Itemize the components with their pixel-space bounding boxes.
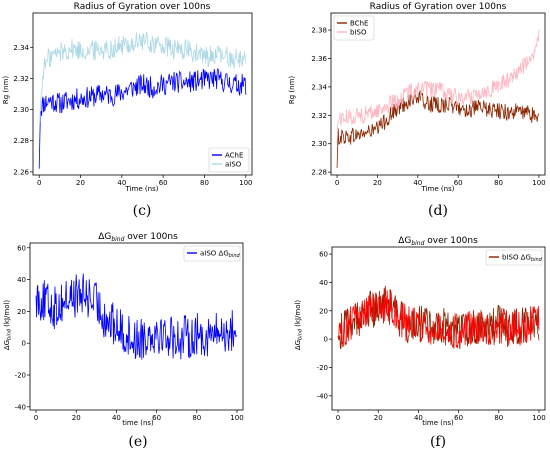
panel-f-title: ΔGbind over 100ns (398, 236, 478, 247)
panel-f-legend-label: bISO ΔGbind (502, 254, 543, 264)
panel-c-x-tick-label: 100 (239, 179, 252, 187)
panel-f-x-tick-label: 20 (374, 414, 383, 422)
panel-d-y-axis-label: Rg (nm) (288, 76, 296, 105)
panel-e-x-tick-label: 0 (34, 414, 38, 422)
panel-c-series-aiso-line (38, 31, 247, 126)
panel-f-x-tick-label: 80 (494, 414, 503, 422)
panel-f-x-tick-label: 0 (336, 414, 340, 422)
panel-f-series-overlay-1-line (337, 287, 540, 349)
panel-c-title: Radius of Gyration over 100ns (74, 2, 211, 12)
panel-d-x-tick-label: 60 (454, 179, 463, 187)
panel-d: Radius of Gyration over 100ns 0 20 40 60 80 1… (288, 2, 546, 219)
panel-c-y-tick-label: 2.26 (13, 168, 29, 176)
panel-f-x-tick-label: 100 (532, 414, 545, 422)
panel-c-x-tick-label: 40 (117, 179, 126, 187)
panel-e-y-tick-label: -40 (15, 403, 26, 411)
panel-e-x-tick-label: 40 (112, 414, 121, 422)
panel-c-legend-label: aISO (225, 161, 242, 169)
panel-c-legend-box (208, 147, 250, 173)
panel-e-y-tick-label: 0 (22, 340, 26, 348)
panel-f-x-tick-label: 60 (454, 414, 463, 422)
panel-d-y-tick-label: 2.38 (311, 27, 327, 35)
panel-d-x-tick-label: 100 (532, 179, 545, 187)
panel-c-legend-label: AChE (225, 152, 243, 160)
panel-f-y-tick-label: 60 (319, 251, 328, 259)
panel-f-y-tick-label: -20 (317, 364, 328, 372)
panel-c-x-tick-label: 0 (37, 179, 41, 187)
panel-f-y-tick-label: 40 (319, 279, 328, 287)
panel-d-y-tick-label: 2.30 (311, 140, 327, 148)
panel-e-letter: (e) (128, 434, 147, 450)
panel-c-x-tick-label: 20 (76, 179, 85, 187)
panel-c-y-axis-label: Rg (nm) (2, 76, 10, 105)
panel-d-x-tick-label: 80 (494, 179, 503, 187)
panel-f-y-tick-label: 20 (319, 307, 328, 315)
panel-d-legend-box (333, 15, 375, 41)
panel-e-y-tick-label: 40 (17, 276, 26, 284)
panel-c-series-ache-line (38, 67, 247, 169)
panel-c-y-tick-label: 2.32 (13, 75, 29, 83)
panel-d-y-tick-label: 2.32 (311, 112, 327, 120)
panel-f-y-tick-label: 0 (324, 336, 328, 344)
panel-e-x-tick-label: 20 (72, 414, 81, 422)
panel-d-plot-area: 0 20 40 60 80 100 2.28 2.30 2.32 2.34 2.36 2.38 BChE… (311, 12, 546, 187)
panel-d-x-tick-label: 0 (335, 179, 339, 187)
panel-d-series-biso-line (336, 29, 540, 144)
panel-c-x-tick-label: 60 (159, 179, 168, 187)
panel-c-letter: (c) (133, 203, 152, 219)
panel-c-y-tick-label: 2.28 (13, 137, 29, 145)
panel-e-frame (29, 242, 244, 411)
panel-d-x-tick-label: 40 (413, 179, 422, 187)
panel-e-y-tick-label: 20 (17, 308, 26, 316)
panel-d-series-bche-line (336, 89, 540, 168)
panel-f: ΔGbind over 100ns 0 20 40 60 80 100 -40 -20 0 20 4… (294, 236, 546, 450)
panel-f-y-axis-label: ΔGbind (kJ/mol) (294, 300, 304, 351)
panel-d-y-tick-label: 2.36 (311, 55, 327, 63)
panel-c-y-tick-label: 2.30 (13, 106, 29, 114)
panel-e-y-axis-label: ΔGbind (kJ/mol) (3, 300, 13, 351)
panel-e-title: ΔGbind over 100ns (98, 232, 178, 243)
panel-e-x-tick-label: 100 (230, 414, 243, 422)
panel-c-x-tick-label: 80 (200, 179, 209, 187)
panel-e-legend-label: aISO ΔGbind (200, 250, 240, 260)
panel-f-x-axis-label: time (ns) (422, 419, 454, 427)
panel-d-y-tick-label: 2.34 (311, 83, 327, 91)
panel-e-x-tick-label: 80 (192, 414, 201, 422)
panel-e-series-aiso-gbind-line (35, 273, 238, 360)
panel-d-frame (330, 12, 546, 176)
panel-e-plot-area: 0 20 40 60 80 100 -40 -20 0 20 40 60 aISO ΔGbind (15, 242, 244, 422)
panel-c-x-axis-label: Time (ns) (125, 185, 159, 193)
panel-e: ΔGbind over 100ns 0 20 40 60 80 100 -40 -20 0 20 4… (3, 232, 244, 450)
panel-f-letter: (f) (430, 434, 446, 450)
panel-d-y-tick-label: 2.28 (311, 169, 327, 177)
panel-e-y-tick-label: 60 (17, 244, 26, 252)
panel-e-y-tick-label: -20 (15, 372, 26, 380)
panel-c-y-tick-label: 2.34 (13, 44, 29, 52)
panel-e-legend-box (183, 245, 241, 262)
panel-d-title: Radius of Gyration over 100ns (370, 2, 507, 12)
panel-f-x-tick-label: 40 (414, 414, 423, 422)
panel-d-legend-label: BChE (350, 20, 368, 28)
panel-f-legend-box (485, 249, 543, 266)
panel-f-plot-area: 0 20 40 60 80 100 -40 -20 0 20 40 60 bISO ΔGbind (317, 246, 546, 422)
panel-f-legend: bISO ΔGbind (485, 249, 543, 266)
panel-d-letter: (d) (428, 203, 448, 219)
panel-d-x-tick-label: 20 (373, 179, 382, 187)
panel-d-x-axis-label: Time (ns) (421, 185, 455, 193)
panel-c-frame (32, 12, 253, 176)
panel-f-y-tick-label: -40 (317, 392, 328, 400)
panel-e-legend: aISO ΔGbind (183, 245, 241, 262)
panel-c: Radius of Gyration over 100ns 0 20 40 60 80 1… (2, 2, 252, 219)
panel-d-legend-label: bISO (350, 29, 367, 37)
panel-f-frame (331, 246, 546, 411)
panel-e-x-tick-label: 60 (152, 414, 161, 422)
panel-e-x-axis-label: time (ns) (122, 419, 154, 427)
